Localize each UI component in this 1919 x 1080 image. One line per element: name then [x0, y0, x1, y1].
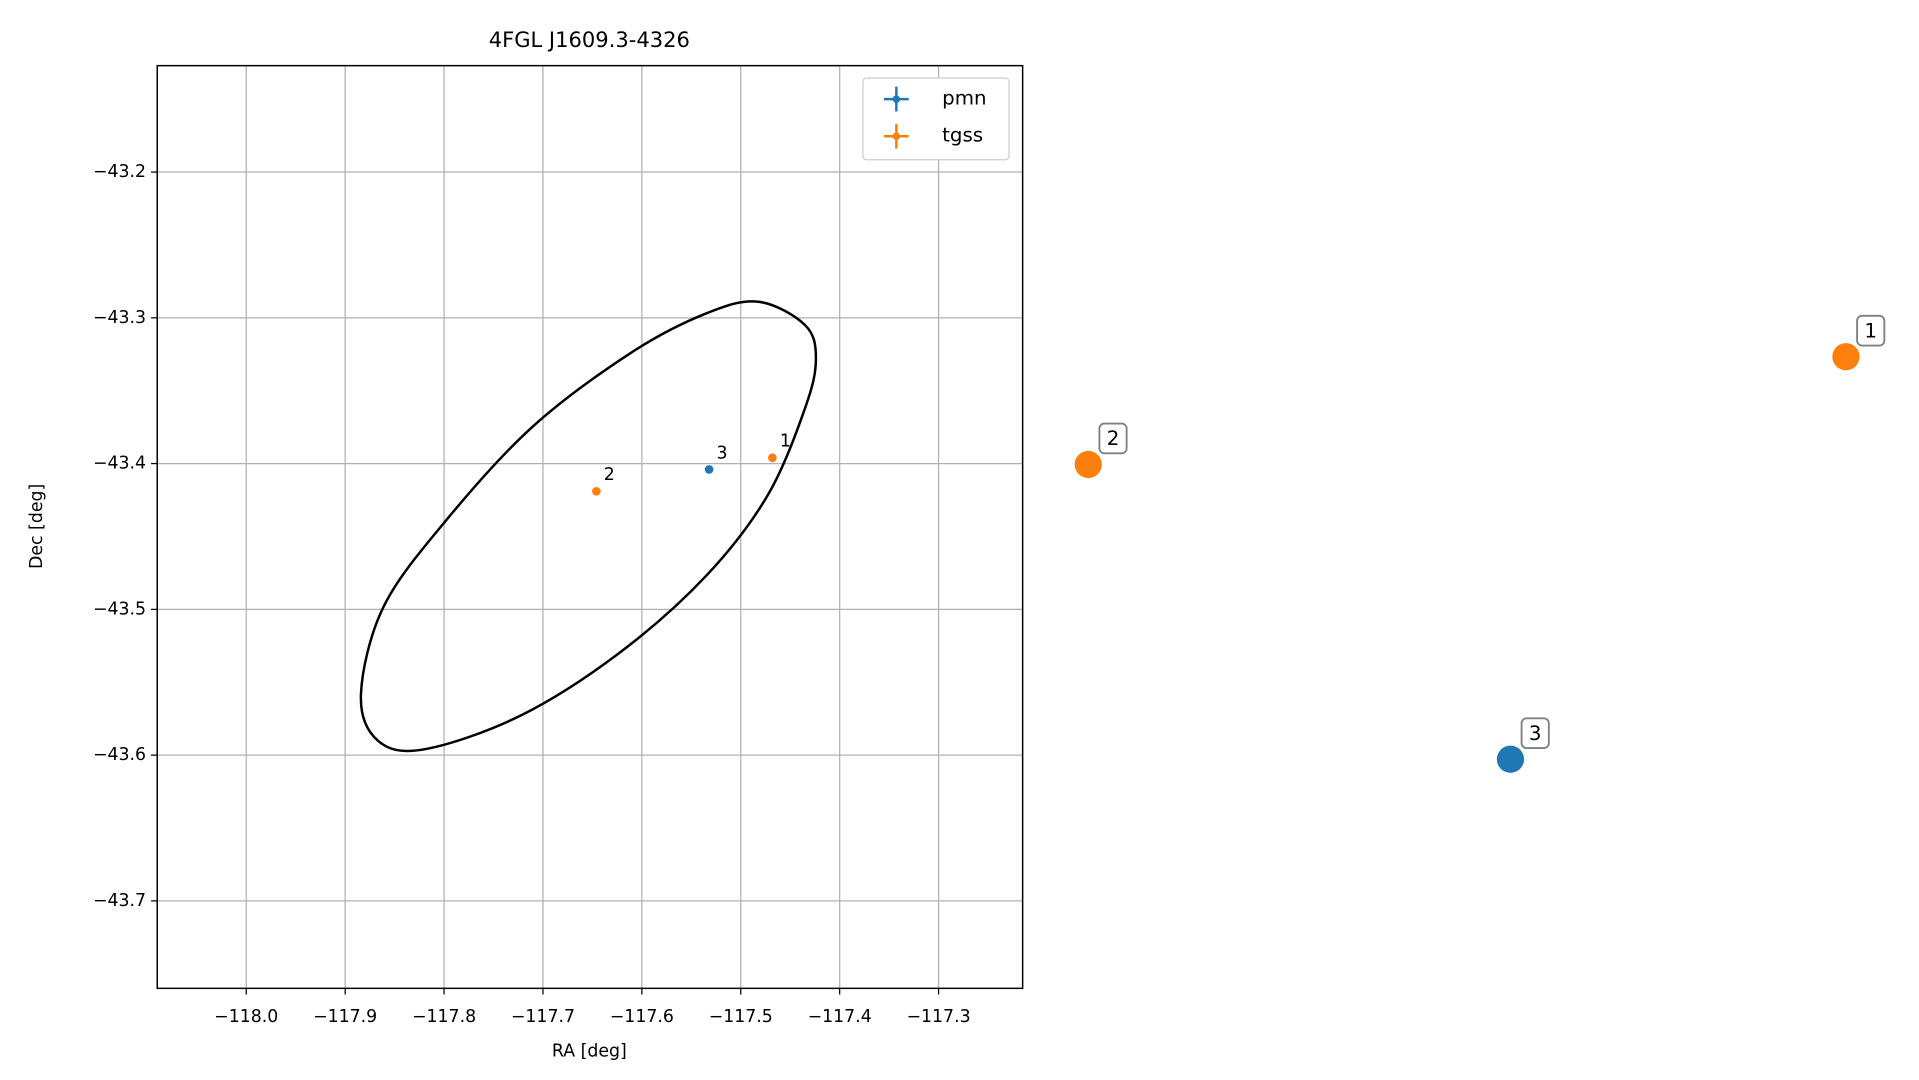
point-label: 2	[604, 465, 615, 485]
label-box	[1856, 314, 1886, 347]
y-axis-label: Dec [deg]	[27, 484, 47, 569]
x-tick-label: −117.7	[511, 1007, 575, 1027]
y-tick-label: −43.2	[93, 162, 146, 182]
label-box	[1098, 422, 1128, 455]
point	[704, 465, 714, 474]
x-tick-label: −117.6	[610, 1007, 674, 1027]
marker	[1074, 450, 1102, 479]
marker-label: 1	[1864, 319, 1877, 342]
x-tick-label: −117.5	[709, 1007, 773, 1027]
marker-label: 2	[1107, 427, 1120, 450]
y-tick-label: −43.3	[93, 308, 146, 328]
marker	[1832, 343, 1860, 371]
legend-label: pmn	[942, 87, 986, 110]
point	[768, 453, 777, 463]
y-tick-label: −43.5	[93, 599, 146, 619]
point	[592, 486, 601, 496]
point-label: 3	[717, 443, 728, 463]
chart-title: 4FGL J1609.3-4326	[489, 27, 690, 52]
x-tick-label: −117.8	[412, 1007, 476, 1027]
legend-marker	[892, 132, 901, 140]
x-axis-label: RA [deg]	[552, 1042, 627, 1062]
x-tick-label: −118.0	[214, 1007, 278, 1027]
legend-box	[862, 77, 1010, 161]
marker	[1496, 745, 1525, 773]
x-tick-label: −117.3	[907, 1007, 971, 1027]
axes-frame	[156, 64, 1024, 990]
x-tick-label: −117.9	[313, 1007, 377, 1027]
error-ellipse	[359, 300, 818, 753]
point-label: 1	[780, 432, 791, 452]
y-tick-label: −43.6	[93, 745, 146, 765]
legend-marker	[892, 95, 901, 103]
label-box	[1520, 717, 1550, 750]
marker-label: 3	[1529, 722, 1542, 745]
legend-label: tgss	[942, 124, 983, 147]
x-tick-label: −117.4	[808, 1007, 872, 1027]
y-tick-label: −43.7	[93, 891, 146, 911]
y-tick-label: −43.4	[93, 454, 146, 474]
